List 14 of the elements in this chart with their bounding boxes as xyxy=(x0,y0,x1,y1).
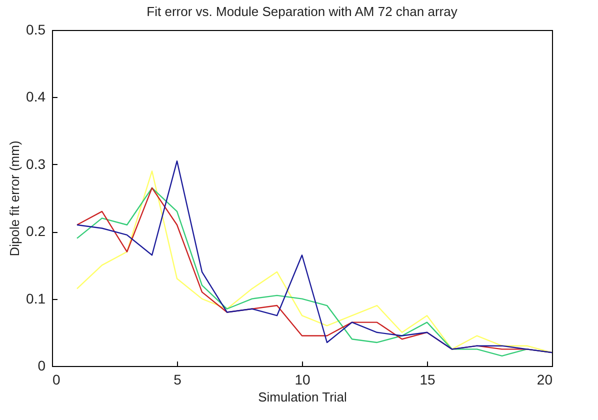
x-tick-label: 10 xyxy=(294,372,310,388)
y-tick-label: 0.5 xyxy=(26,22,46,38)
x-tick-label: 0 xyxy=(52,372,60,388)
y-tick-label: 0.2 xyxy=(26,223,46,240)
chart-title: Fit error vs. Module Separation with AM 72 chan array xyxy=(146,4,458,19)
y-tick-label: 0.1 xyxy=(26,290,46,306)
x-tick-label: 5 xyxy=(174,372,182,388)
y-tick-label: 0 xyxy=(38,358,46,374)
y-tick-label: 0.4 xyxy=(26,88,46,105)
y-tick-label: 0.3 xyxy=(26,156,46,172)
y-axis-title: Dipole fit error (mm) xyxy=(7,140,22,256)
x-tick-label: 20 xyxy=(536,372,553,388)
x-axis-title: Simulation Trial xyxy=(258,390,348,404)
x-tick-label: 15 xyxy=(420,372,436,388)
